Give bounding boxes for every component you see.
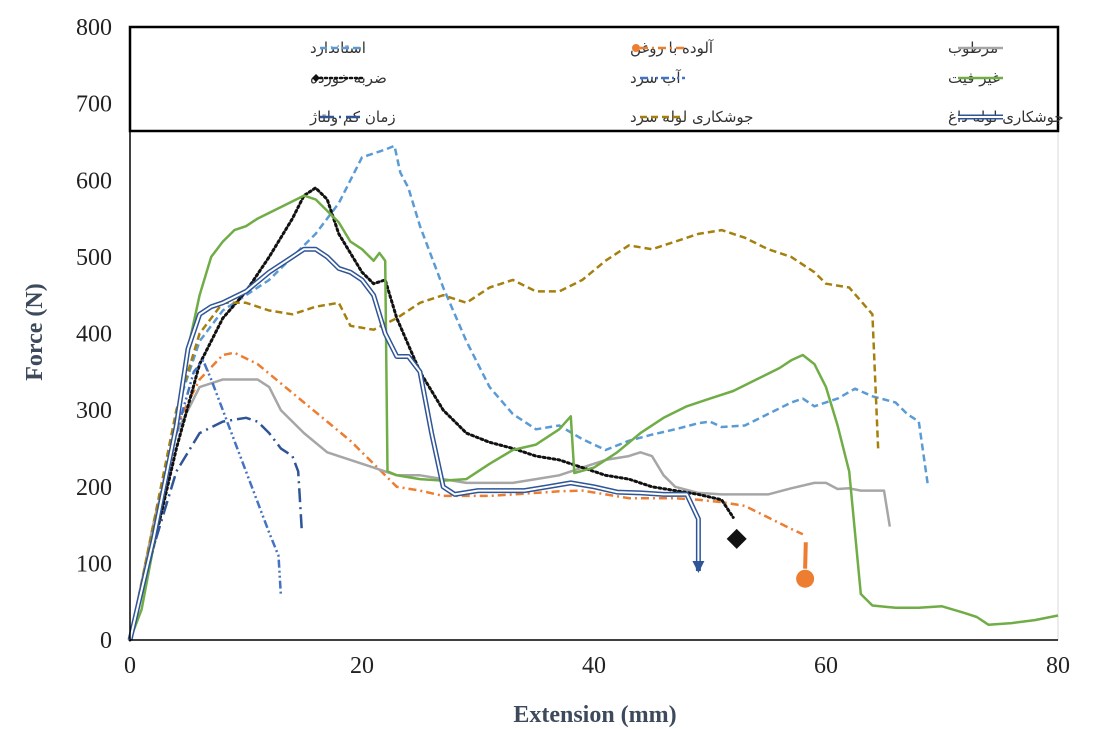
legend-item-8: جوشکاری لوله داغ: [948, 108, 1064, 126]
series-path: [128, 416, 303, 641]
legend-label: ضربه خورده: [310, 69, 387, 87]
legend-item-6: زمان کم ولتاژ: [309, 108, 396, 126]
end-marker-diamond: [726, 528, 747, 549]
end-marker-stem: [803, 542, 808, 569]
legend-item-0: استاندارد: [310, 39, 366, 57]
y-tick-label: 600: [76, 168, 112, 194]
y-tick-label: 800: [76, 15, 112, 41]
legend-marker-circle: [632, 44, 640, 52]
series-line-6: [128, 416, 303, 641]
legend-item-4: آب سرد: [630, 69, 685, 87]
legend-item-7: جوشکاری لوله سرد: [630, 108, 753, 126]
series-line-5: [128, 194, 1059, 641]
legend-label: آب سرد: [630, 69, 681, 87]
x-tick-label: 20: [350, 653, 374, 679]
y-tick-label: 400: [76, 322, 112, 348]
series-line-2: [128, 378, 892, 641]
series-path: [128, 378, 892, 641]
y-tick-label: 300: [76, 398, 112, 424]
legend-item-5: غیر فیت: [948, 69, 1003, 87]
y-tick-label: 100: [76, 551, 112, 577]
x-tick-label: 40: [582, 653, 606, 679]
legend-marker-diamond: [312, 74, 320, 82]
x-tick-label: 60: [814, 653, 838, 679]
legend-item-1: آلوده با روغن: [630, 39, 714, 57]
series-path: [128, 351, 804, 641]
series-path: [128, 228, 880, 641]
legend-box: [128, 25, 1060, 133]
y-tick-label: 700: [76, 92, 112, 118]
y-axis-title: Force (N): [22, 283, 48, 381]
legend-item-2: مرطوب: [948, 39, 1003, 57]
series-line-7: [128, 228, 880, 641]
series-line-8: [127, 246, 705, 641]
x-axis-title: Extension (mm): [513, 702, 676, 728]
series-path-inner: [129, 248, 700, 641]
x-tick-label: 0: [124, 653, 136, 679]
legend-item-3: ضربه خورده: [310, 69, 387, 87]
series-layer: [127, 144, 1059, 642]
end-marker-arrow: [692, 561, 705, 574]
x-tick-label: 80: [1046, 653, 1070, 679]
legend-label: جوشکاری لوله داغ: [948, 108, 1064, 126]
legend-label: جوشکاری لوله سرد: [630, 108, 753, 126]
y-tick-label: 200: [76, 475, 112, 501]
y-tick-label: 0: [100, 628, 112, 654]
end-marker-circle: [796, 569, 815, 588]
series-line-1: [128, 351, 815, 641]
y-tick-label: 500: [76, 245, 112, 271]
series-path: [128, 194, 1059, 641]
legend: استاندارد آلوده با روغن مرطوب ضربه خورده آب …: [128, 25, 1064, 133]
